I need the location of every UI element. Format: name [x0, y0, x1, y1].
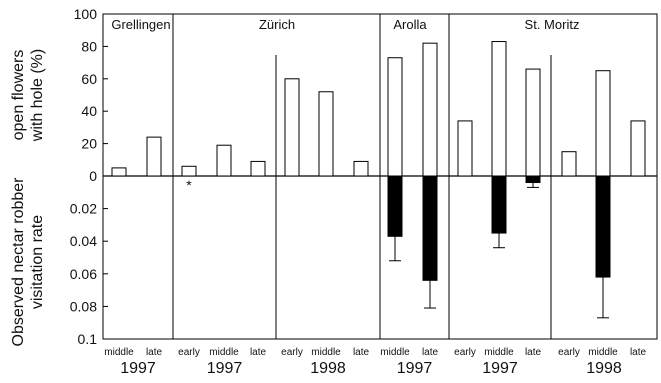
open-hole-bar: [250, 160, 266, 177]
top-y-tick-label: 80: [81, 38, 97, 54]
category-label: late: [422, 347, 439, 358]
category-label: middle: [380, 347, 410, 358]
bottom-y-tick-label: 0.04: [70, 233, 97, 249]
open-hole-bar: [561, 151, 577, 177]
bars-layer: [111, 41, 646, 319]
year-label: 1998: [586, 360, 622, 377]
open-hole-bar: [387, 57, 403, 177]
year-label: 1998: [310, 360, 346, 377]
open-hole-bar: [318, 91, 334, 177]
robber-rate-bar: [595, 175, 611, 278]
bottom-y-tick-label: 0.02: [70, 201, 97, 217]
open-hole-bar: [457, 120, 473, 177]
category-label: late: [146, 347, 163, 358]
annotation-marker: *: [186, 177, 192, 193]
category-label: late: [250, 347, 267, 358]
category-label: middle: [311, 347, 341, 358]
year-label: 1997: [207, 360, 243, 377]
top-y-tick-label: 40: [81, 103, 97, 119]
open-hole-bar: [595, 70, 611, 177]
category-label: late: [525, 347, 542, 358]
year-label: 1997: [482, 360, 518, 377]
year-label: 1997: [120, 360, 156, 377]
robber-rate-bar: [422, 175, 438, 281]
open-hole-bar: [146, 136, 162, 177]
bottom-y-tick-label: 0.06: [70, 266, 97, 282]
top-y-tick-label: 100: [74, 6, 98, 22]
category-label: middle: [484, 347, 514, 358]
category-label: early: [281, 347, 303, 358]
open-hole-bar: [525, 68, 541, 177]
robber-rate-bar: [491, 175, 507, 234]
robber-rate-bar: [525, 175, 541, 184]
top-y-axis-title: with hole (%): [29, 49, 46, 142]
open-hole-bar: [216, 144, 232, 177]
bottom-y-tick-label: 0.08: [70, 298, 97, 314]
category-label: middle: [209, 347, 239, 358]
category-label: early: [454, 347, 476, 358]
site-label: Grellingen: [111, 17, 170, 32]
category-label: late: [630, 347, 647, 358]
category-label: middle: [588, 347, 618, 358]
open-hole-bar: [284, 78, 300, 177]
site-label: Arolla: [393, 17, 427, 32]
category-label: late: [353, 347, 370, 358]
top-y-tick-label: 20: [81, 136, 97, 152]
site-label: St. Moritz: [525, 17, 580, 32]
top-y-tick-label: 0: [89, 168, 97, 184]
open-hole-bar: [491, 41, 507, 177]
top-y-tick-label: 60: [81, 71, 97, 87]
category-label: middle: [104, 347, 134, 358]
category-label: early: [178, 347, 200, 358]
open-hole-bar: [111, 167, 127, 177]
open-hole-bar: [353, 160, 369, 177]
bottom-y-axis-title: Observed nectar robber: [10, 177, 27, 347]
top-y-axis-title: open flowers: [10, 50, 27, 141]
open-hole-bar: [422, 42, 438, 177]
bottom-y-axis-title: visitation rate: [29, 215, 46, 309]
open-hole-bar: [630, 120, 646, 177]
open-hole-bar: [181, 165, 197, 177]
site-label: Zürich: [259, 17, 295, 32]
robber-rate-bar: [387, 175, 403, 237]
category-label: early: [558, 347, 580, 358]
bottom-y-tick-label: 0.1: [78, 331, 98, 347]
year-label: 1997: [397, 360, 433, 377]
labels-layer: 0 20 40 60 80 100 0.02 0.04 0.06 0.08 0.1 open flow…: [10, 6, 646, 377]
